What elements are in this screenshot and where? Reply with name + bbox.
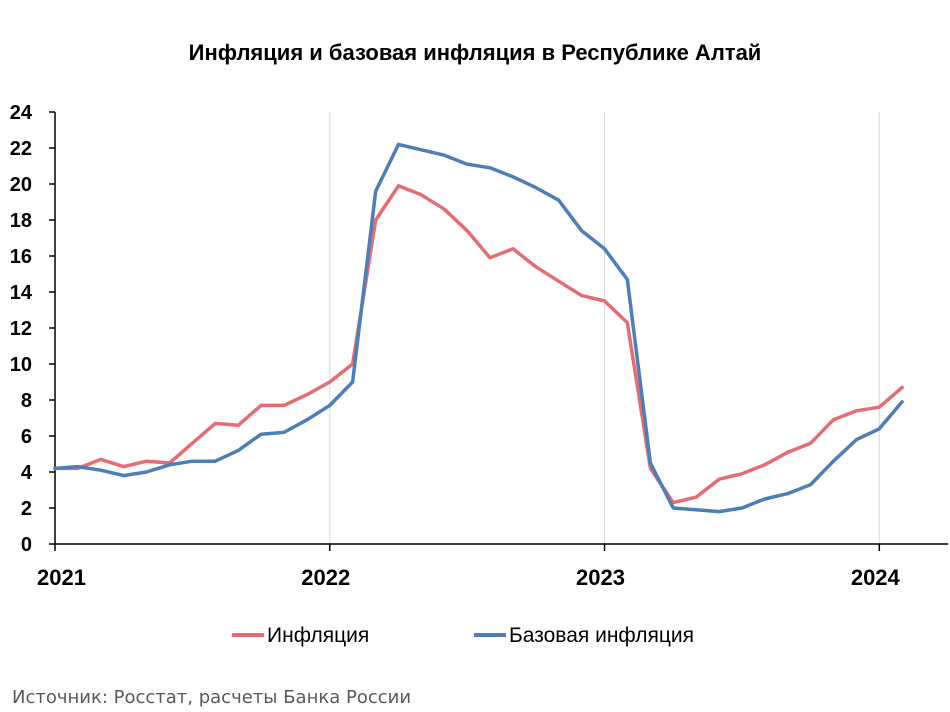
y-tick-label: 16 (10, 246, 32, 268)
y-tick-label: 22 (10, 138, 32, 160)
y-tick-label: 10 (10, 354, 32, 376)
inflation-line (53, 184, 904, 505)
y-tick-label: 0 (21, 534, 32, 556)
source-note: Источник: Росстат, расчеты Банка России (12, 687, 411, 708)
chart-title: Инфляция и базовая инфляция в Республике… (189, 40, 762, 65)
legend-label-inflation: Инфляция (267, 624, 369, 647)
y-tick-label: 12 (10, 318, 32, 340)
x-axis-tick-labels: 2021 2022 2023 2024 (37, 565, 901, 590)
x-tick-label: 2024 (851, 565, 901, 590)
y-tick-label: 4 (21, 462, 33, 484)
y-tick-label: 14 (10, 282, 33, 304)
y-tick-label: 6 (21, 426, 32, 448)
legend-label-core-inflation: Базовая инфляция (509, 624, 694, 647)
x-tick-label: 2021 (37, 565, 86, 590)
grid (329, 112, 880, 544)
core-inflation-line (53, 142, 904, 514)
y-tick-label: 24 (10, 102, 33, 124)
series-lines (53, 142, 904, 514)
legend: Инфляция Базовая инфляция (232, 624, 694, 647)
x-tick-label: 2023 (576, 565, 625, 590)
y-tick-label: 20 (10, 174, 32, 196)
y-tick-label: 8 (21, 390, 32, 412)
axes (49, 111, 948, 551)
x-tick-label: 2022 (301, 565, 350, 590)
y-tick-label: 2 (21, 498, 32, 520)
y-tick-label: 18 (10, 210, 32, 232)
